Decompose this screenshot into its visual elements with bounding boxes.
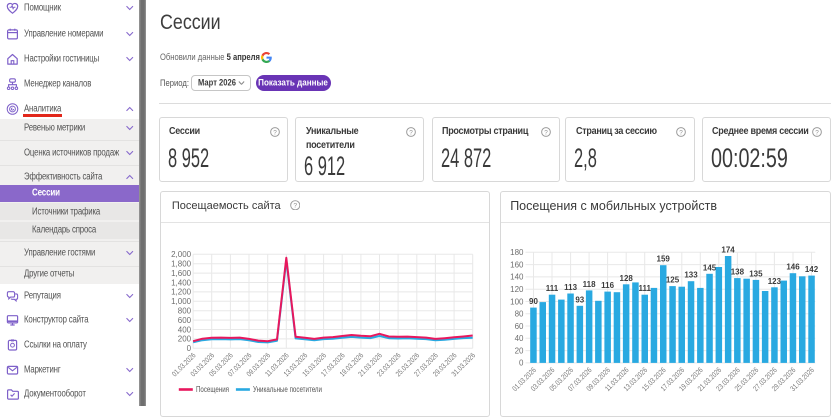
svg-text:123: 123 (768, 277, 782, 286)
svg-text:1,400: 1,400 (171, 278, 192, 287)
svg-text:111: 111 (639, 284, 652, 293)
svg-text:180: 180 (510, 248, 524, 257)
svg-text:1,200: 1,200 (171, 288, 192, 297)
svg-text:100: 100 (510, 297, 524, 306)
svg-text:146: 146 (787, 263, 801, 272)
svg-text:600: 600 (178, 316, 192, 325)
svg-text:1,600: 1,600 (171, 269, 192, 278)
svg-text:60: 60 (515, 322, 524, 331)
svg-text:142: 142 (805, 265, 819, 274)
svg-text:0: 0 (187, 344, 192, 353)
svg-text:133: 133 (685, 271, 699, 280)
svg-text:93: 93 (576, 295, 585, 304)
svg-text:138: 138 (731, 268, 745, 277)
svg-text:1,000: 1,000 (171, 297, 192, 306)
svg-text:400: 400 (178, 325, 192, 334)
svg-text:145: 145 (703, 263, 717, 272)
svg-text:?: ? (815, 129, 819, 136)
svg-text:120: 120 (510, 285, 524, 294)
svg-text:116: 116 (601, 281, 614, 290)
svg-text:90: 90 (529, 297, 538, 306)
svg-text:125: 125 (666, 276, 680, 285)
svg-text:?: ? (409, 129, 413, 136)
svg-text:20: 20 (515, 346, 524, 355)
svg-text:?: ? (679, 129, 683, 136)
svg-text:800: 800 (178, 307, 192, 316)
svg-text:Посещения: Посещения (196, 385, 229, 394)
svg-text:174: 174 (722, 246, 736, 255)
svg-text:80: 80 (515, 310, 524, 319)
svg-text:Уникальные посетители: Уникальные посетители (253, 385, 322, 394)
svg-text:113: 113 (564, 283, 577, 292)
svg-text:111: 111 (546, 284, 559, 293)
svg-text:?: ? (273, 129, 277, 136)
svg-text:118: 118 (583, 280, 596, 289)
svg-text:2,000: 2,000 (171, 250, 192, 259)
svg-text:160: 160 (510, 260, 524, 269)
svg-text:140: 140 (510, 273, 524, 282)
svg-text:128: 128 (620, 274, 634, 283)
svg-text:?: ? (545, 129, 549, 136)
svg-text:135: 135 (750, 269, 764, 278)
svg-text:159: 159 (657, 255, 671, 264)
svg-text:?: ? (293, 202, 297, 209)
svg-text:200: 200 (178, 335, 192, 344)
svg-text:1,800: 1,800 (171, 260, 192, 269)
svg-text:0: 0 (519, 359, 524, 368)
svg-text:40: 40 (515, 334, 524, 343)
